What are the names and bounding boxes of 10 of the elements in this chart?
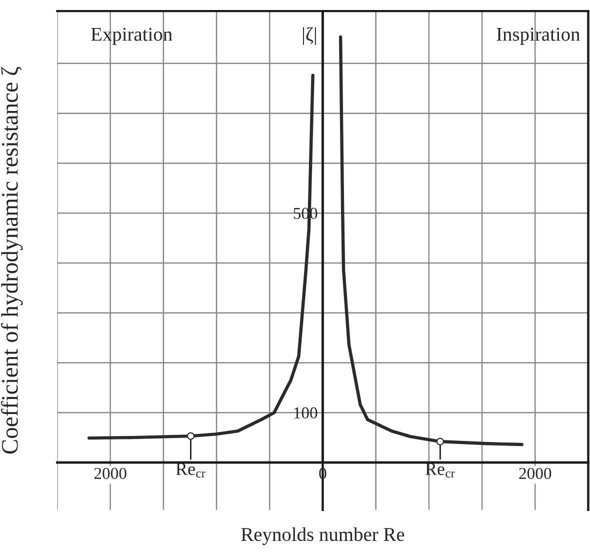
- x-tick-label: 2000: [94, 468, 126, 480]
- annotation: Re$_{cr}$: [176, 463, 206, 478]
- annotation: Expiration: [91, 28, 172, 45]
- x-axis-title: Reynolds number Re: [241, 527, 404, 546]
- annotation: Re$_{cr}$: [425, 463, 455, 478]
- annotation: Inspiration: [496, 28, 580, 45]
- y-axis-title: Coefficient of hydrodynamic resistance ζ: [0, 66, 23, 454]
- annotation: |ζ|: [303, 27, 316, 45]
- y-tick-label: 100: [294, 407, 318, 419]
- x-tick-label: 2000: [519, 468, 552, 480]
